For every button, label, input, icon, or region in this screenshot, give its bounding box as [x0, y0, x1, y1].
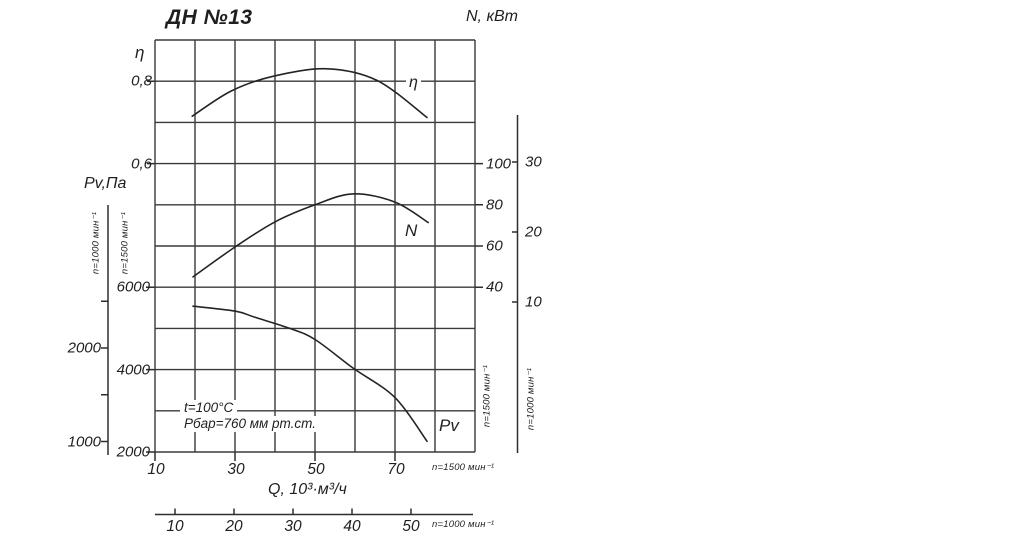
tick-label: 2000: [116, 443, 150, 461]
tick-label: 30: [227, 461, 245, 478]
eta-curve-label: η: [406, 75, 421, 91]
tick-label: 10: [166, 518, 184, 535]
curve-n: [192, 193, 429, 278]
grid: [154, 39, 476, 453]
tick-label: 10: [147, 461, 165, 478]
axes-and-ticks: [101, 80, 519, 516]
tick-label: 20: [525, 223, 542, 241]
annotation-temperature: t=100°C: [180, 400, 238, 416]
tick-label: 0,8: [131, 72, 152, 90]
curve-pv: [192, 305, 428, 443]
n-curve-label: N: [402, 222, 421, 239]
tick-label: 2000: [67, 339, 101, 357]
tick-label: 6000: [116, 278, 150, 296]
x-axis-label: Q, 10³·м³/ч: [268, 481, 347, 498]
tick-label: 30: [284, 518, 302, 535]
pv-outer-scale-note: n=1000 мин⁻¹: [90, 211, 102, 275]
curve-eta: [191, 67, 428, 119]
tick-label: 100: [486, 155, 512, 173]
tick-label: 10: [525, 293, 542, 311]
tick-label: 4000: [116, 361, 150, 379]
tick-label: 50: [307, 461, 325, 478]
tick-label: 40: [343, 518, 361, 535]
x-axis-secondary-note: n=1000 мин⁻¹: [432, 519, 495, 530]
tick-label: 70: [387, 461, 405, 478]
pv-axis-unit-label: Pv,Па: [84, 175, 127, 192]
x-axis-main-note: n=1500 мин⁻¹: [432, 462, 495, 473]
tick-label: 30: [525, 153, 542, 171]
tick-label: 0,6: [131, 155, 152, 173]
tick-label: 50: [402, 518, 420, 535]
pv-inner-scale-note: n=1500 мин⁻¹: [119, 211, 131, 275]
n-inner-scale-note: n=1500 мин⁻¹: [481, 364, 493, 428]
tick-label: 60: [486, 237, 503, 255]
tick-label: 20: [225, 518, 243, 535]
n-outer-scale-note: n=1000 мин⁻¹: [525, 367, 537, 431]
annotation-pressure: Рбар=760 мм рт.ст.: [180, 416, 320, 432]
pv-curve-label: Pv: [436, 417, 462, 434]
n-axis-unit-label: N, кВт: [466, 8, 518, 25]
tick-label: 80: [486, 196, 503, 214]
chart-title: ДН №13: [166, 6, 253, 29]
eta-axis-label: η: [135, 43, 145, 62]
tick-label: 40: [486, 278, 503, 296]
tick-label: 1000: [67, 433, 101, 450]
